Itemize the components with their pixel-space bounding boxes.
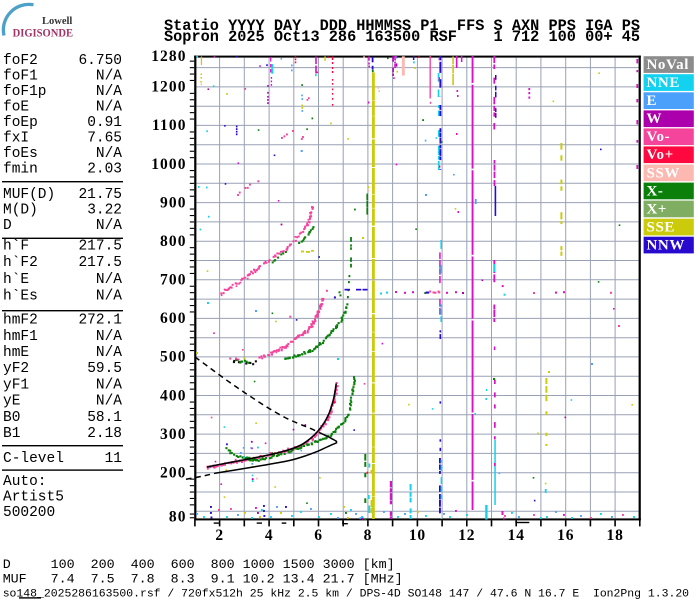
svg-text:N/A: N/A bbox=[96, 68, 122, 84]
svg-text:Statio YYYY DAY DDD HHMMSS P1: Statio YYYY DAY DDD HHMMSS P1 FFS S AXN … bbox=[164, 17, 640, 35]
svg-text:B0: B0 bbox=[3, 410, 20, 426]
svg-text:3.22: 3.22 bbox=[87, 203, 122, 219]
svg-text:foEs: foEs bbox=[3, 146, 38, 162]
svg-text:yE: yE bbox=[3, 394, 20, 410]
svg-text:foE: foE bbox=[3, 99, 29, 115]
svg-text:hmF1: hmF1 bbox=[3, 329, 38, 345]
svg-text:7.65: 7.65 bbox=[87, 130, 122, 146]
svg-text:h`F: h`F bbox=[3, 238, 29, 254]
svg-text:400: 400 bbox=[160, 387, 187, 404]
svg-text:D: D bbox=[3, 218, 12, 234]
svg-text:X+: X+ bbox=[647, 201, 668, 217]
svg-text:Auto:: Auto: bbox=[3, 474, 47, 490]
svg-text:N/A: N/A bbox=[96, 84, 122, 100]
svg-text:X-: X- bbox=[647, 183, 664, 199]
svg-text:4: 4 bbox=[265, 527, 274, 544]
svg-text:N/A: N/A bbox=[96, 329, 122, 345]
svg-text:80: 80 bbox=[169, 508, 187, 525]
svg-text:8: 8 bbox=[364, 527, 373, 544]
svg-text:foF1: foF1 bbox=[3, 68, 38, 84]
svg-text:foEp: foEp bbox=[3, 115, 38, 131]
svg-text:900: 900 bbox=[160, 194, 187, 211]
svg-text:6: 6 bbox=[314, 527, 323, 544]
svg-text:10: 10 bbox=[409, 527, 426, 544]
svg-text:DIGISONDE: DIGISONDE bbox=[13, 26, 74, 40]
svg-text:B1: B1 bbox=[3, 426, 20, 442]
svg-text:272.1: 272.1 bbox=[78, 313, 122, 329]
svg-text:0.91: 0.91 bbox=[87, 115, 122, 131]
svg-text:yF1: yF1 bbox=[3, 377, 29, 393]
svg-text:1280: 1280 bbox=[151, 48, 186, 65]
svg-text:N/A: N/A bbox=[96, 218, 122, 234]
svg-text:600: 600 bbox=[160, 310, 187, 327]
svg-text:N/A: N/A bbox=[96, 394, 122, 410]
svg-text:W: W bbox=[647, 111, 663, 127]
svg-text:2: 2 bbox=[215, 527, 224, 544]
svg-text:Vo-: Vo- bbox=[647, 129, 671, 145]
svg-text:217.5: 217.5 bbox=[78, 255, 122, 271]
svg-text:12: 12 bbox=[458, 527, 475, 544]
svg-text:h`Es: h`Es bbox=[3, 289, 38, 305]
svg-text:SSE: SSE bbox=[647, 220, 676, 236]
svg-text:14: 14 bbox=[508, 527, 525, 544]
svg-text:N/A: N/A bbox=[96, 99, 122, 115]
svg-text:so148_2025286163500.rsf / 720f: so148_2025286163500.rsf / 720fx512h 25 k… bbox=[3, 587, 689, 600]
svg-text:NNE: NNE bbox=[647, 75, 680, 91]
svg-text:N/A: N/A bbox=[96, 272, 122, 288]
svg-text:2.03: 2.03 bbox=[87, 161, 122, 177]
svg-text:M(D): M(D) bbox=[3, 203, 38, 219]
svg-text:Artist5: Artist5 bbox=[3, 489, 64, 505]
svg-text:Lowell: Lowell bbox=[42, 16, 72, 27]
svg-text:N/A: N/A bbox=[96, 289, 122, 305]
svg-text:58.1: 58.1 bbox=[87, 410, 122, 426]
svg-text:Vo+: Vo+ bbox=[647, 147, 674, 163]
svg-text:hmE: hmE bbox=[3, 345, 29, 361]
svg-text:NoVal: NoVal bbox=[647, 57, 689, 73]
svg-text:500200: 500200 bbox=[3, 505, 55, 521]
svg-text:1000: 1000 bbox=[151, 156, 186, 173]
svg-text:59.5: 59.5 bbox=[87, 361, 122, 377]
svg-text:E: E bbox=[647, 93, 658, 109]
svg-text:MUF(D): MUF(D) bbox=[3, 187, 55, 203]
svg-text:fmin: fmin bbox=[3, 161, 38, 177]
svg-text:yF2: yF2 bbox=[3, 361, 29, 377]
svg-text:N/A: N/A bbox=[96, 345, 122, 361]
svg-text:700: 700 bbox=[160, 272, 187, 289]
svg-text:21.75: 21.75 bbox=[78, 187, 122, 203]
svg-text:C-level: C-level bbox=[3, 451, 64, 467]
svg-text:500: 500 bbox=[160, 349, 187, 366]
svg-text:1200: 1200 bbox=[151, 79, 186, 96]
svg-text:1100: 1100 bbox=[152, 117, 187, 134]
svg-text:217.5: 217.5 bbox=[78, 238, 122, 254]
svg-text:2.18: 2.18 bbox=[87, 426, 122, 442]
svg-text:SSW: SSW bbox=[647, 165, 681, 181]
svg-text:N/A: N/A bbox=[96, 377, 122, 393]
svg-text:h`F2: h`F2 bbox=[3, 255, 38, 271]
svg-text:foF1p: foF1p bbox=[3, 84, 47, 100]
svg-text:h`E: h`E bbox=[3, 272, 29, 288]
svg-text:D 100 200 400 600 800: D 100 200 400 600 800 1000 1500 3000 [km… bbox=[3, 558, 395, 573]
svg-text:800: 800 bbox=[160, 233, 187, 250]
svg-text:fxI: fxI bbox=[3, 130, 29, 146]
svg-text:MUF 7.4 7.5 7.8 8.3 9.1: MUF 7.4 7.5 7.8 8.3 9.1 10.2 13.4 21.7 [… bbox=[3, 573, 403, 588]
svg-text:NNW: NNW bbox=[647, 238, 685, 254]
svg-text:hmF2: hmF2 bbox=[3, 313, 38, 329]
svg-text:200: 200 bbox=[160, 465, 187, 482]
svg-text:6.750: 6.750 bbox=[78, 53, 122, 69]
svg-text:Sopron 2025 Oct13 286 163500 R: Sopron 2025 Oct13 286 163500 RSF 1 712 1… bbox=[164, 28, 640, 46]
svg-text:300: 300 bbox=[160, 426, 187, 443]
svg-text:N/A: N/A bbox=[96, 146, 122, 162]
svg-text:18: 18 bbox=[607, 527, 624, 544]
svg-text:11: 11 bbox=[105, 451, 122, 467]
svg-text:16: 16 bbox=[557, 527, 574, 544]
svg-text:foF2: foF2 bbox=[3, 53, 38, 69]
